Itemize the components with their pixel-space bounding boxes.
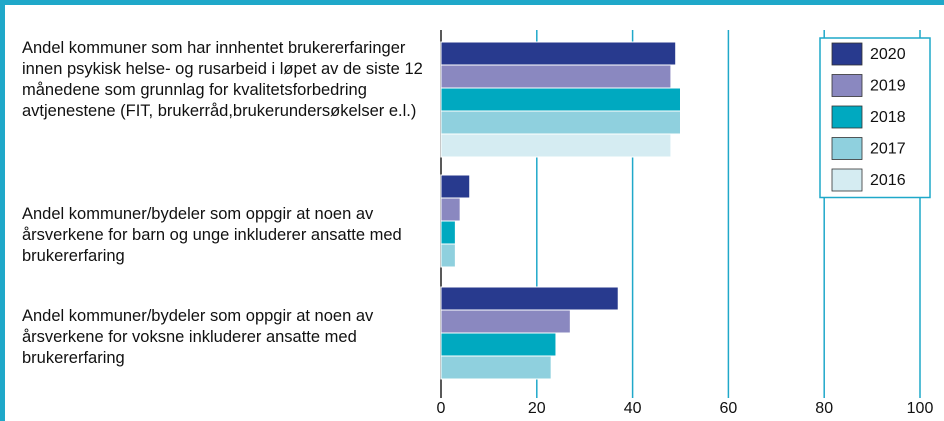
x-tick-label: 80 bbox=[815, 400, 833, 417]
bar bbox=[440, 87, 681, 112]
x-tick-label: 20 bbox=[528, 400, 546, 417]
bar bbox=[440, 197, 461, 222]
x-tick-label: 0 bbox=[437, 400, 446, 417]
bar bbox=[440, 286, 619, 311]
legend-swatch bbox=[831, 168, 863, 192]
legend-swatch bbox=[831, 105, 863, 129]
bar bbox=[440, 332, 557, 357]
bar bbox=[440, 309, 571, 334]
x-tick-label: 40 bbox=[624, 400, 642, 417]
category-label: Andel kommuner som har innhentet brukere… bbox=[22, 39, 423, 120]
bar bbox=[440, 174, 471, 199]
bar bbox=[440, 41, 677, 66]
bar bbox=[440, 64, 672, 89]
legend-label: 2016 bbox=[870, 172, 906, 189]
legend-label: 2018 bbox=[870, 109, 906, 126]
bar bbox=[440, 355, 552, 380]
bar bbox=[440, 133, 672, 158]
category-label: Andel kommuner/bydeler som oppgir at noe… bbox=[22, 307, 374, 367]
frame-left bbox=[0, 0, 5, 421]
bar bbox=[440, 220, 456, 245]
x-tick-label: 100 bbox=[907, 400, 934, 417]
legend-label: 2020 bbox=[870, 46, 906, 63]
legend-swatch bbox=[831, 137, 863, 160]
category-label: Andel kommuner/bydeler som oppgir at noe… bbox=[22, 205, 402, 265]
bar bbox=[440, 110, 681, 135]
legend-label: 2019 bbox=[870, 78, 906, 95]
legend-swatch bbox=[831, 74, 863, 97]
bar bbox=[440, 243, 456, 268]
frame-top bbox=[0, 0, 944, 5]
legend-swatch bbox=[831, 42, 863, 66]
x-tick-label: 60 bbox=[720, 400, 738, 417]
legend-label: 2017 bbox=[870, 141, 906, 158]
